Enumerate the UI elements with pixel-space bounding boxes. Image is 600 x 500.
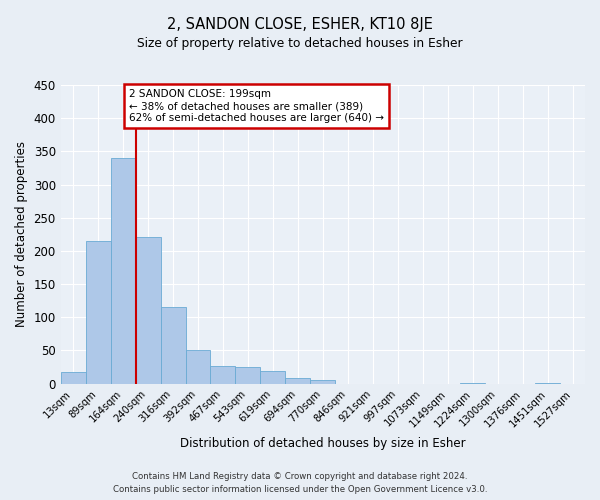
Bar: [460, 383, 485, 384]
Bar: [185, 350, 211, 384]
Bar: [161, 308, 185, 384]
Text: 2, SANDON CLOSE, ESHER, KT10 8JE: 2, SANDON CLOSE, ESHER, KT10 8JE: [167, 18, 433, 32]
Bar: [286, 378, 310, 384]
Bar: [86, 241, 110, 384]
X-axis label: Distribution of detached houses by size in Esher: Distribution of detached houses by size …: [180, 437, 466, 450]
Bar: [211, 366, 235, 384]
Text: 2 SANDON CLOSE: 199sqm
← 38% of detached houses are smaller (389)
62% of semi-de: 2 SANDON CLOSE: 199sqm ← 38% of detached…: [129, 90, 384, 122]
Bar: [260, 371, 286, 384]
Text: Contains public sector information licensed under the Open Government Licence v3: Contains public sector information licen…: [113, 485, 487, 494]
Text: Size of property relative to detached houses in Esher: Size of property relative to detached ho…: [137, 38, 463, 51]
Y-axis label: Number of detached properties: Number of detached properties: [15, 142, 28, 328]
Bar: [235, 367, 260, 384]
Bar: [61, 372, 86, 384]
Bar: [110, 158, 136, 384]
Bar: [310, 380, 335, 384]
Bar: [535, 383, 560, 384]
Text: Contains HM Land Registry data © Crown copyright and database right 2024.: Contains HM Land Registry data © Crown c…: [132, 472, 468, 481]
Bar: [136, 237, 161, 384]
